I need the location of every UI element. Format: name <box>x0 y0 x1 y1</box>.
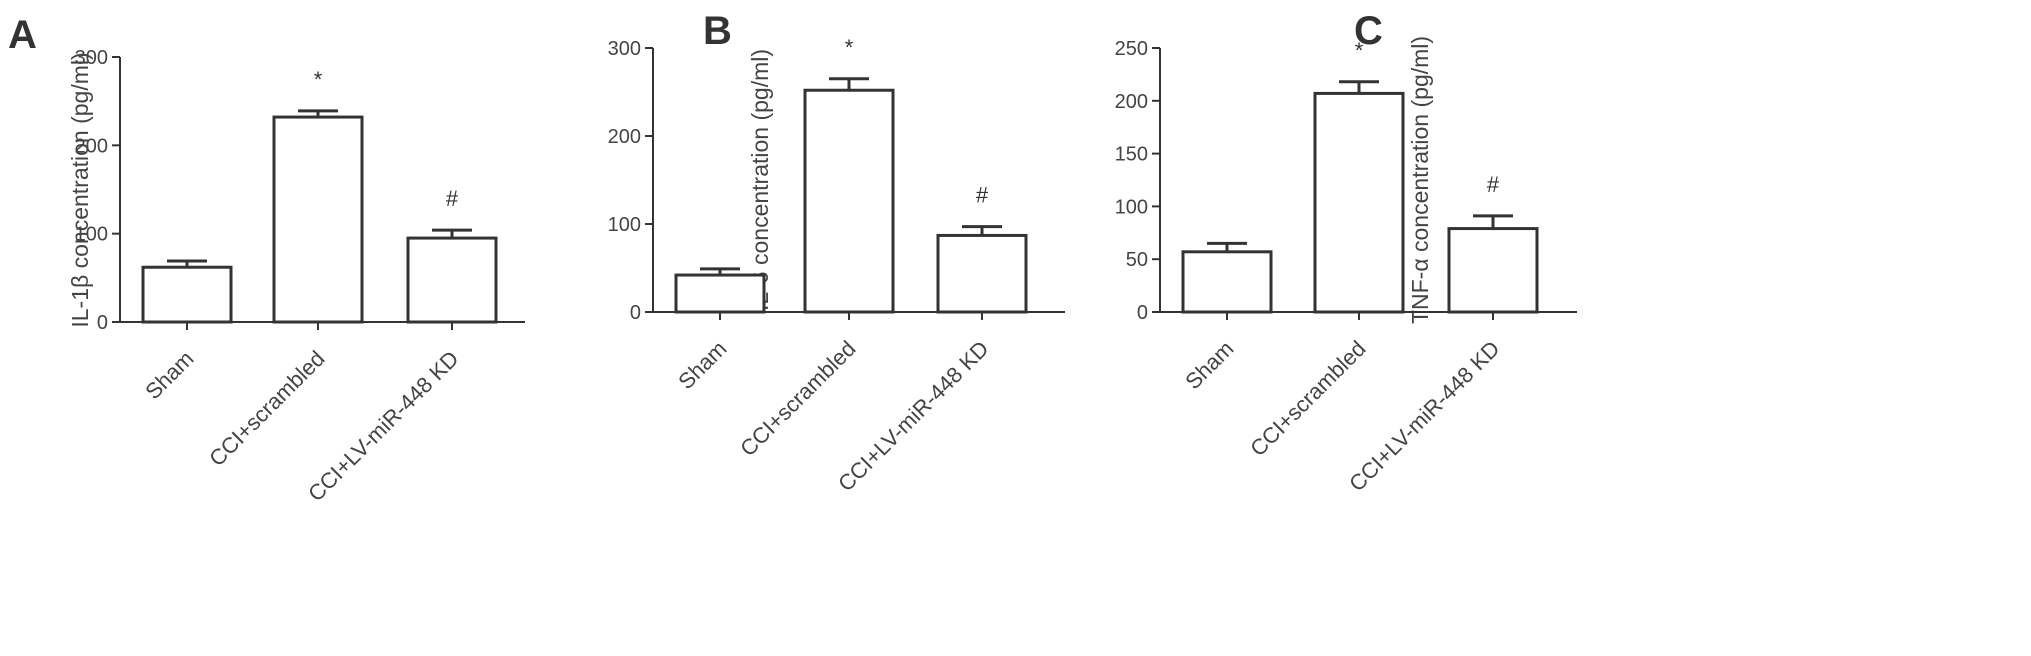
y-tick-label: 300 <box>75 47 108 69</box>
y-tick-label: 150 <box>1115 144 1148 166</box>
x-category-label: CCI+LV-miR-448 KD <box>1344 336 1504 496</box>
panel-letter: C <box>1354 9 1383 53</box>
bar <box>674 273 766 314</box>
panel-a: A IL-1β concentration (pg/ml) 0 100 200 300… <box>8 13 525 506</box>
y-tick-label: 250 <box>1115 38 1148 60</box>
y-tick-label: 100 <box>75 224 108 246</box>
y-tick-label: 50 <box>1126 249 1148 271</box>
plot-area: 0 100 200 300 Sham * CCI+scrambled # CCI+LV-miR-… <box>75 47 525 506</box>
bar <box>1313 91 1405 314</box>
x-category-label: CCI+scrambled <box>735 336 860 461</box>
panel-c: C TNF-α concentration (pg/ml) 0 50 100 150 2… <box>1115 9 1577 496</box>
bar <box>1181 250 1273 314</box>
panel-letter: B <box>703 9 732 53</box>
y-axis-label: IL-6 concentration (pg/ml) <box>747 49 773 311</box>
significance-marker: # <box>1487 172 1500 197</box>
y-tick-label: 300 <box>608 38 641 60</box>
x-category-label: CCI+scrambled <box>204 346 329 471</box>
y-tick-label: 200 <box>1115 91 1148 113</box>
bar <box>803 88 895 314</box>
panel-letter: A <box>8 13 37 57</box>
panel-b: B IL-6 concentration (pg/ml) 0 100 200 300 S… <box>608 9 1065 496</box>
significance-marker: * <box>845 35 854 60</box>
bar <box>406 236 498 324</box>
significance-marker: * <box>314 67 323 92</box>
bar <box>936 233 1028 314</box>
y-tick-label: 0 <box>97 312 108 334</box>
y-tick-label: 0 <box>630 302 641 324</box>
significance-marker: # <box>446 186 459 211</box>
y-tick-label: 100 <box>608 214 641 236</box>
bar <box>1447 227 1539 314</box>
y-tick-label: 0 <box>1137 302 1148 324</box>
y-axis-label: TNF-α concentration (pg/ml) <box>1407 36 1433 324</box>
plot-area: 0 100 200 300 Sham * CCI+scrambled # CCI+LV-miR-… <box>608 35 1065 496</box>
x-category-label: CCI+scrambled <box>1245 336 1370 461</box>
bar <box>272 115 364 324</box>
y-tick-label: 200 <box>608 126 641 148</box>
x-category-label: CCI+LV-miR-448 KD <box>303 346 463 506</box>
x-category-label: CCI+LV-miR-448 KD <box>833 336 993 496</box>
x-category-label: Sham <box>673 336 731 394</box>
significance-marker: * <box>1355 38 1364 63</box>
y-tick-label: 100 <box>1115 196 1148 218</box>
x-category-label: Sham <box>140 346 198 404</box>
plot-area: 0 50 100 150 200 250 Sham * CCI+scrambled # CCI+LV… <box>1115 38 1577 496</box>
bar <box>141 265 233 324</box>
y-axis-label: IL-1β concentration (pg/ml) <box>67 52 93 327</box>
significance-marker: # <box>976 183 989 208</box>
x-category-label: Sham <box>1180 336 1238 394</box>
y-tick-label: 200 <box>75 135 108 157</box>
